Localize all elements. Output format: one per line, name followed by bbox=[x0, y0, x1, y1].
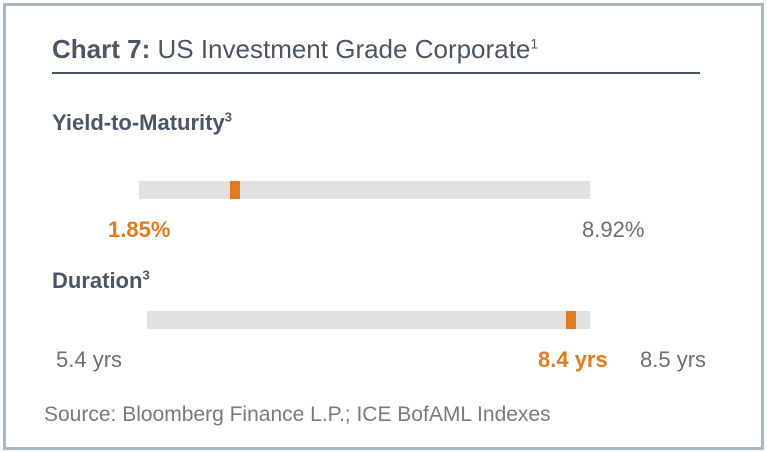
ytm-label: Yield-to-Maturity3 bbox=[52, 110, 232, 136]
ytm-max-value: 8.92% bbox=[582, 217, 645, 242]
chart-title-prefix: Chart 7: bbox=[52, 34, 151, 64]
ytm-range-track bbox=[139, 181, 590, 199]
ytm-current-marker bbox=[230, 181, 241, 199]
duration-footnote: 3 bbox=[142, 267, 150, 283]
title-underline bbox=[52, 72, 700, 74]
title-footnote: 1 bbox=[530, 35, 539, 52]
duration-min-value: 5.4 yrs bbox=[56, 347, 123, 372]
duration-current-value: 8.4 yrs bbox=[538, 347, 608, 372]
chart-title: Chart 7: US Investment Grade Corporate1 bbox=[52, 34, 538, 65]
ytm-footnote: 3 bbox=[224, 109, 232, 125]
duration-max-value: 8.5 yrs bbox=[640, 347, 707, 372]
duration-range-track bbox=[147, 311, 590, 329]
duration-current-marker bbox=[566, 311, 577, 329]
chart-title-main: US Investment Grade Corporate bbox=[157, 34, 531, 64]
ytm-current-value: 1.85% bbox=[108, 217, 171, 242]
duration-label-text: Duration bbox=[52, 268, 143, 293]
ytm-label-text: Yield-to-Maturity bbox=[52, 110, 225, 135]
duration-label: Duration3 bbox=[52, 268, 150, 294]
source-note: Source: Bloomberg Finance L.P.; ICE BofA… bbox=[44, 403, 551, 426]
chart-frame bbox=[3, 3, 764, 450]
